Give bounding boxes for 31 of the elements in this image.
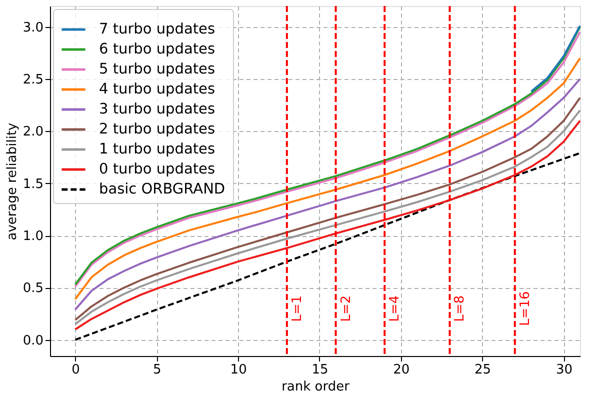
legend-label: 3 turbo updates [99, 102, 215, 118]
y-tick-label: 0.5 [22, 281, 44, 296]
y-tick-label: 2.5 [22, 72, 44, 88]
y-axis-title: average reliability [4, 122, 20, 240]
x-tick-label: 15 [312, 362, 328, 378]
annotation: L=4 [388, 295, 403, 322]
x-tick-label: 5 [153, 362, 162, 378]
y-tick-label: 0.0 [22, 333, 44, 348]
x-tick-label: 20 [393, 362, 410, 378]
legend-label: 5 turbo updates [99, 62, 215, 78]
y-tick-label: 2.0 [22, 124, 44, 140]
x-tick-label: 25 [474, 362, 492, 378]
y-tick-label: 1.0 [22, 229, 44, 244]
legend-label: basic ORBGRAND [99, 182, 226, 198]
legend-label: 0 turbo updates [99, 162, 215, 178]
annotation: L=8 [452, 295, 468, 322]
legend-label: 4 turbo updates [99, 82, 215, 98]
y-tick-label: 3.0 [22, 20, 44, 36]
x-tick-label: 10 [230, 362, 247, 378]
y-tick-label: 1.5 [22, 176, 44, 192]
x-axis-title: rank order [282, 380, 350, 394]
annotation: L=1 [290, 295, 305, 322]
annotation: L=2 [338, 295, 354, 322]
line-series [530, 24, 581, 93]
legend-label: 2 turbo updates [99, 122, 215, 138]
x-tick-label: 30 [556, 362, 572, 378]
x-tick-label: 0 [72, 362, 80, 378]
legend-label: 6 turbo updates [99, 42, 215, 58]
legend-label: 7 turbo updates [99, 22, 215, 38]
annotation: L=16 [518, 291, 533, 326]
legend-label: 1 turbo updates [99, 142, 215, 158]
